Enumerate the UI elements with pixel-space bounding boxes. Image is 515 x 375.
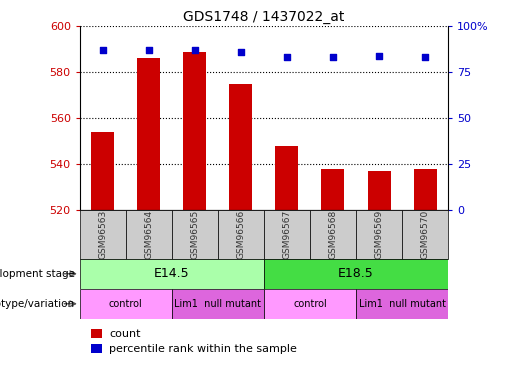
Text: GSM96563: GSM96563 xyxy=(98,210,107,259)
Bar xyxy=(368,171,390,210)
Bar xyxy=(218,210,264,259)
Bar xyxy=(414,169,437,210)
Bar xyxy=(172,210,218,259)
Text: GSM96565: GSM96565 xyxy=(191,210,199,259)
Text: E18.5: E18.5 xyxy=(338,267,374,280)
Bar xyxy=(264,289,356,319)
Text: Lim1  null mutant: Lim1 null mutant xyxy=(175,299,262,309)
Bar xyxy=(356,210,402,259)
Bar xyxy=(91,344,102,353)
Bar xyxy=(356,289,448,319)
Text: GSM96566: GSM96566 xyxy=(236,210,246,259)
Point xyxy=(99,47,107,53)
Text: E14.5: E14.5 xyxy=(154,267,190,280)
Bar xyxy=(402,210,448,259)
Text: GSM96568: GSM96568 xyxy=(329,210,337,259)
Bar xyxy=(91,132,114,210)
Bar xyxy=(310,210,356,259)
Bar xyxy=(321,169,345,210)
Point xyxy=(283,54,291,60)
Bar xyxy=(91,329,102,338)
Text: control: control xyxy=(293,299,327,309)
Bar xyxy=(264,210,310,259)
Point xyxy=(375,53,383,58)
Bar xyxy=(172,289,264,319)
Point xyxy=(329,54,337,60)
Text: Lim1  null mutant: Lim1 null mutant xyxy=(358,299,445,309)
Bar xyxy=(126,210,172,259)
Bar xyxy=(80,289,172,319)
Point xyxy=(237,49,245,55)
Bar xyxy=(276,146,299,210)
Bar xyxy=(264,259,448,289)
Point xyxy=(191,47,199,53)
Bar xyxy=(183,51,207,210)
Text: genotype/variation: genotype/variation xyxy=(0,299,75,309)
Bar xyxy=(80,210,126,259)
Text: count: count xyxy=(109,328,141,339)
Point xyxy=(421,54,429,60)
Text: GSM96564: GSM96564 xyxy=(144,210,153,259)
Text: GSM96570: GSM96570 xyxy=(421,210,430,259)
Text: GSM96569: GSM96569 xyxy=(374,210,384,259)
Text: development stage: development stage xyxy=(0,269,75,279)
Bar xyxy=(80,259,264,289)
Title: GDS1748 / 1437022_at: GDS1748 / 1437022_at xyxy=(183,10,345,24)
Text: control: control xyxy=(109,299,143,309)
Bar xyxy=(229,84,252,210)
Text: percentile rank within the sample: percentile rank within the sample xyxy=(109,344,297,354)
Bar xyxy=(138,58,160,210)
Point xyxy=(145,47,153,53)
Text: GSM96567: GSM96567 xyxy=(282,210,291,259)
